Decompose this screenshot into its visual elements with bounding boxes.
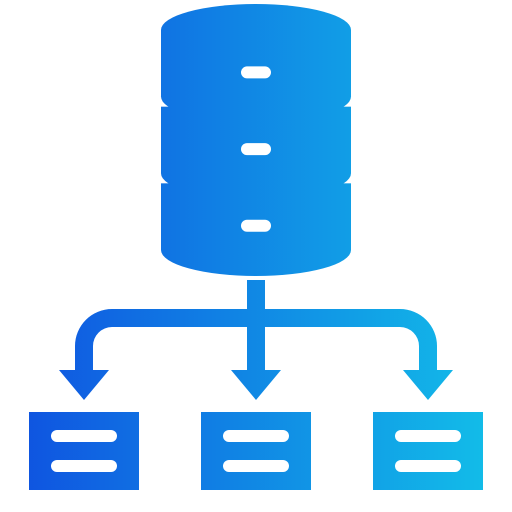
database-distribution-icon <box>0 0 512 512</box>
database-distribution-diagram: { "diagram": { "type": "flowchart", "can… <box>0 0 512 512</box>
